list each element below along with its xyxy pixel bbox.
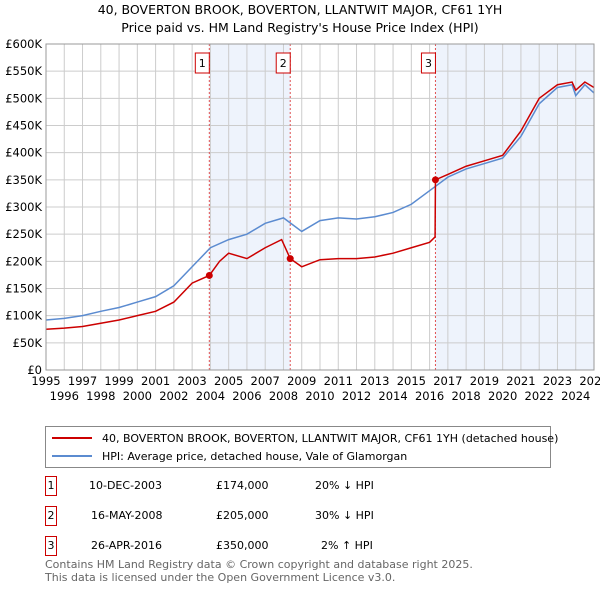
- sale-marker: 1: [45, 476, 57, 496]
- series-line-hpi: [45, 83, 595, 321]
- x-tick-label: 2021: [506, 374, 535, 388]
- sale-label: 3: [425, 57, 432, 70]
- x-tick-label: 2010: [305, 389, 334, 403]
- x-tick-label: 2004: [196, 389, 225, 403]
- sale-hpi: 30% ↓ HPI: [315, 509, 374, 522]
- sale-date: 10-DEC-2003: [89, 479, 163, 492]
- sale-date: 26-APR-2016: [91, 539, 163, 552]
- legend-label-hpi: HPI: Average price, detached house, Vale…: [102, 449, 408, 463]
- x-tick-label: 2020: [488, 389, 517, 403]
- x-tick-label: 1997: [68, 374, 97, 388]
- y-tick-label: £0: [27, 363, 42, 377]
- sale-date: 16-MAY-2008: [91, 509, 163, 522]
- x-tick-label: 2014: [378, 389, 407, 403]
- x-tick-label: 1995: [31, 374, 60, 388]
- chart-subtitle: Price paid vs. HM Land Registry's House …: [121, 20, 479, 35]
- y-tick-label: £150K: [5, 282, 42, 296]
- x-tick-label: 2007: [251, 374, 280, 388]
- sale-hpi: 2% ↑ HPI: [321, 539, 373, 552]
- sale-marker: 3: [45, 536, 57, 556]
- legend: 40, BOVERTON BROOK, BOVERTON, LLANTWIT M…: [45, 426, 558, 468]
- sale-row: 3 26-APR-2016 £350,000 2% ↑ HPI: [45, 536, 545, 556]
- plot-border: [45, 43, 595, 371]
- x-tick-label: 2012: [342, 389, 371, 403]
- sale-price: £350,000: [216, 539, 269, 552]
- y-tick-label: £550K: [5, 64, 42, 78]
- sale-label: 1: [199, 57, 206, 70]
- x-tick-label: 2017: [433, 374, 462, 388]
- y-tick-label: £250K: [5, 227, 42, 241]
- sale-price: £205,000: [216, 509, 269, 522]
- sale-point: [205, 271, 213, 279]
- x-tick-label: 1999: [104, 374, 133, 388]
- y-tick-label: £400K: [5, 146, 42, 160]
- x-tick-label: 2011: [324, 374, 353, 388]
- sale-point: [431, 176, 439, 184]
- x-tick-label: 2008: [269, 389, 298, 403]
- chart: 1995199619971998199920002001200220032004…: [5, 37, 600, 403]
- y-tick-label: £600K: [5, 37, 42, 51]
- x-tick-label: 2001: [141, 374, 170, 388]
- legend-label-property: 40, BOVERTON BROOK, BOVERTON, LLANTWIT M…: [102, 431, 559, 445]
- y-tick-label: £200K: [5, 254, 42, 268]
- y-tick-label: £350K: [5, 173, 42, 187]
- x-tick-label: 2009: [287, 374, 316, 388]
- x-tick-label: 1998: [86, 389, 115, 403]
- x-tick-label: 2015: [397, 374, 426, 388]
- series-line-property: [45, 81, 595, 330]
- x-tick-label: 2016: [415, 389, 444, 403]
- x-tick-label: 1996: [50, 389, 79, 403]
- x-tick-label: 2003: [177, 374, 206, 388]
- x-tick-label: 2002: [159, 389, 188, 403]
- footer-line: Contains HM Land Registry data © Crown c…: [45, 558, 473, 571]
- legend-swatch-blue: [52, 455, 92, 457]
- legend-swatch-red: [52, 437, 92, 439]
- y-tick-label: £500K: [5, 91, 42, 105]
- sale-label: 2: [280, 57, 287, 70]
- x-tick-label: 2000: [123, 389, 152, 403]
- sale-hpi: 20% ↓ HPI: [315, 479, 374, 492]
- y-tick-label: £50K: [13, 336, 43, 350]
- x-tick-label: 2013: [360, 374, 389, 388]
- x-tick-label: 2025: [579, 374, 600, 388]
- x-tick-label: 2024: [561, 389, 590, 403]
- y-tick-label: £300K: [5, 200, 42, 214]
- sale-row: 2 16-MAY-2008 £205,000 30% ↓ HPI: [45, 506, 545, 526]
- sale-marker: 2: [45, 506, 57, 526]
- footer: Contains HM Land Registry data © Crown c…: [45, 558, 473, 584]
- x-tick-label: 2019: [470, 374, 499, 388]
- y-tick-label: £100K: [5, 309, 42, 323]
- x-tick-label: 2022: [525, 389, 554, 403]
- sale-price: £174,000: [216, 479, 269, 492]
- sale-point: [286, 255, 294, 263]
- y-tick-label: £450K: [5, 119, 42, 133]
- footer-line: This data is licensed under the Open Gov…: [45, 571, 396, 584]
- x-tick-label: 2023: [543, 374, 572, 388]
- x-tick-label: 2018: [451, 389, 480, 403]
- sale-label-box: [194, 52, 210, 74]
- chart-title: 40, BOVERTON BROOK, BOVERTON, LLANTWIT M…: [97, 2, 503, 17]
- sale-label-box: [275, 52, 291, 74]
- sale-label-box: [420, 52, 436, 74]
- x-tick-label: 2005: [214, 374, 243, 388]
- sale-row: 1 10-DEC-2003 £174,000 20% ↓ HPI: [45, 476, 545, 496]
- x-tick-label: 2006: [232, 389, 261, 403]
